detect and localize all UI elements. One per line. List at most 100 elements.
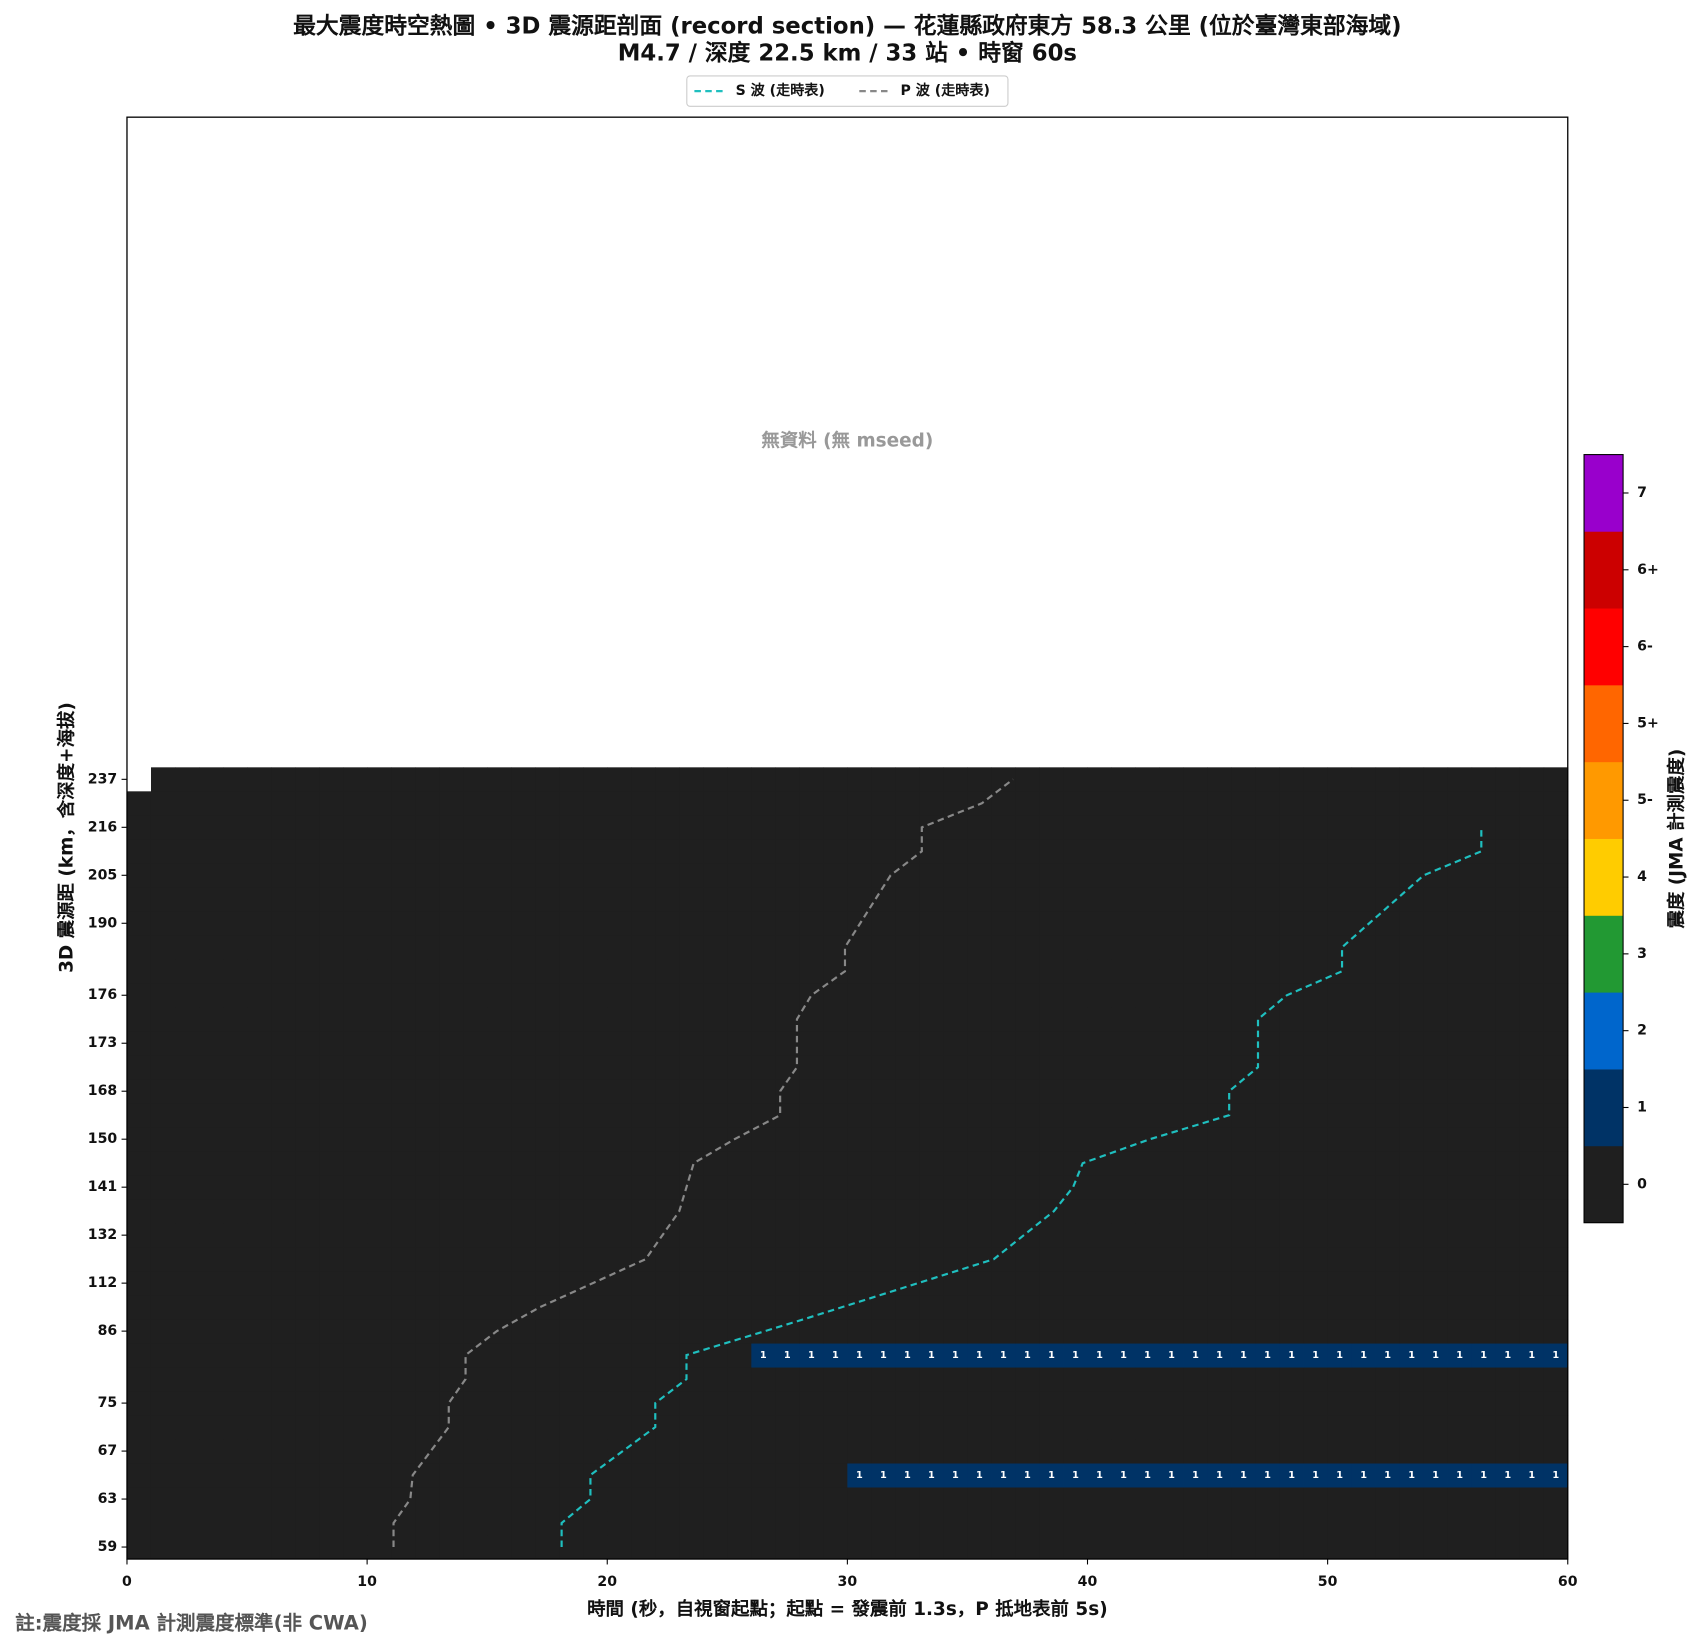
heat-cell: [727, 1199, 752, 1224]
heat-cell: [175, 767, 200, 792]
heat-cell: [871, 1247, 896, 1272]
heat-cell: [559, 1175, 584, 1200]
heat-cell: [1135, 1007, 1160, 1032]
heat-cell: [1447, 1079, 1473, 1104]
heat-cell: [991, 1367, 1016, 1392]
heat-cell: [559, 815, 584, 840]
heat-cell: [1087, 1223, 1112, 1248]
heat-cell: [991, 815, 1016, 840]
heat-cell: [919, 1247, 944, 1272]
heat-cell: [367, 839, 392, 864]
heat-cell: [1015, 1055, 1040, 1080]
heat-cell: [1423, 1247, 1449, 1272]
heat-cell: [367, 959, 392, 984]
heat-cell: [823, 1415, 848, 1440]
heat-cell: [487, 911, 512, 936]
heat-cell: [1423, 1367, 1449, 1392]
heat-cell: [919, 1367, 944, 1392]
heat-cell: [1375, 1271, 1401, 1296]
heat-cell: [126, 1271, 152, 1296]
heat-cell: [126, 1007, 152, 1032]
heat-cell: [799, 1487, 824, 1512]
heat-cell: [991, 1031, 1016, 1056]
colorbar-tick-label: 0: [1637, 1176, 1647, 1192]
cell-label: 1: [760, 1350, 767, 1361]
heat-cell: [343, 1103, 368, 1128]
heat-cell: [535, 863, 560, 888]
heat-cell: [1255, 1079, 1281, 1104]
heat-cell: [631, 1295, 656, 1320]
heat-cell: [607, 1079, 632, 1104]
heat-cell: [511, 1271, 536, 1296]
heat-cell: [271, 1487, 296, 1512]
heat-cell: [1207, 1247, 1233, 1272]
heat-cell: [1543, 863, 1569, 888]
heat-cell: [919, 1151, 944, 1176]
heat-cell: [1087, 863, 1112, 888]
heat-cell: [487, 1415, 512, 1440]
heat-cell: [1279, 1223, 1305, 1248]
heat-cell: [463, 1343, 488, 1368]
heat-cell: [415, 863, 440, 888]
heat-cell: [1135, 911, 1160, 936]
heat-cell: [511, 1511, 536, 1536]
heat-cell: [823, 839, 848, 864]
heat-cell: [775, 1199, 800, 1224]
cell-label: 1: [1432, 1350, 1439, 1361]
colorbar-swatch: [1584, 838, 1624, 916]
heat-cell: [150, 1007, 176, 1032]
heat-cell: [823, 791, 848, 816]
heat-cell: [1495, 1271, 1521, 1296]
heat-cell: [607, 1391, 632, 1416]
heat-cell: [943, 1103, 968, 1128]
heat-cell: [1543, 1391, 1569, 1416]
heat-cell: [1111, 1295, 1136, 1320]
heat-cell: [1351, 839, 1377, 864]
heat-cell: [463, 1535, 488, 1560]
heat-cell: [943, 1055, 968, 1080]
heat-cell: [439, 1031, 464, 1056]
heat-cell: [439, 1079, 464, 1104]
heat-cell: [1399, 1319, 1425, 1344]
heat-cell: [751, 1391, 776, 1416]
heat-cell: [150, 1343, 176, 1368]
heat-cell: [703, 767, 728, 792]
heat-cell: [847, 791, 872, 816]
heat-cell: [343, 983, 368, 1008]
heat-cell: [295, 911, 320, 936]
heat-cell: [1207, 1487, 1233, 1512]
heat-cell: [847, 1415, 872, 1440]
heat-cell: [991, 911, 1016, 936]
heat-cell: [1375, 1079, 1401, 1104]
heat-cell: [1159, 1199, 1184, 1224]
heat-cell: [1327, 1415, 1353, 1440]
heat-cell: [1015, 911, 1040, 936]
heat-cell: [775, 1343, 800, 1368]
heat-cell: [511, 767, 536, 792]
heat-cell: [1159, 911, 1184, 936]
heat-cell: [415, 1271, 440, 1296]
heat-cell: [1423, 887, 1449, 912]
heat-cell: [150, 1463, 176, 1488]
heat-cell: [535, 1151, 560, 1176]
heat-cell: [679, 1031, 704, 1056]
heat-cell: [439, 863, 464, 888]
heat-cell: [367, 1103, 392, 1128]
heat-cell: [655, 1487, 680, 1512]
heat-cell: [1087, 1367, 1112, 1392]
y-tick-label: 150: [88, 1131, 118, 1147]
cell-label: 1: [976, 1470, 983, 1481]
heat-cell: [343, 1007, 368, 1032]
heat-cell: [247, 1055, 272, 1080]
heat-cell: [1327, 1007, 1353, 1032]
heat-cell: [919, 1271, 944, 1296]
heat-cell: [1231, 1103, 1257, 1128]
heat-cell: [1495, 1415, 1521, 1440]
heat-cell: [535, 1175, 560, 1200]
heat-cell: [703, 959, 728, 984]
heat-cell: [559, 1055, 584, 1080]
heat-cell: [895, 1415, 920, 1440]
heat-cell: [1231, 911, 1257, 936]
heat-cell: [126, 1511, 152, 1536]
heat-cell: [631, 1343, 656, 1368]
